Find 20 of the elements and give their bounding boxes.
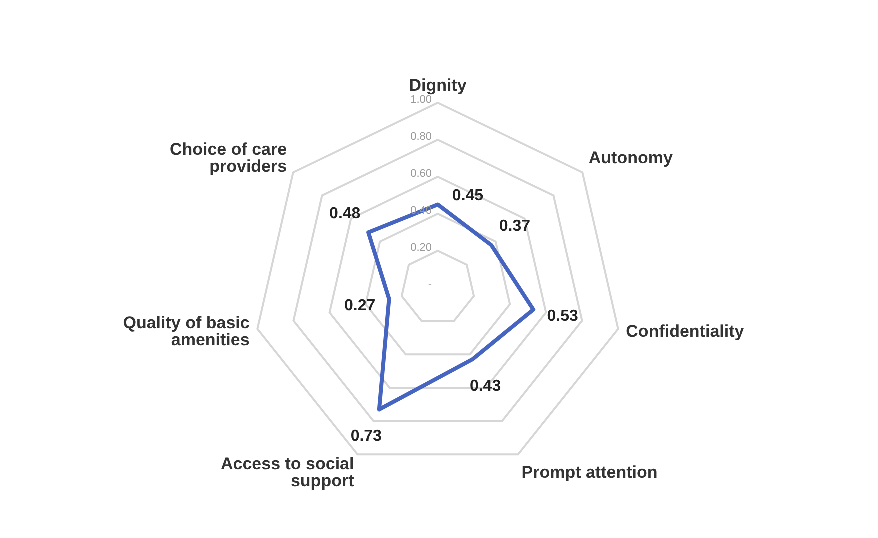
spoke-label: Autonomy [588, 148, 674, 168]
data-label: 0.73 [350, 428, 382, 446]
y-tick-label: 0.40 [410, 205, 432, 217]
y-tick-label: 0.20 [410, 242, 432, 254]
spoke-label: Choice of care providers [170, 140, 288, 176]
data-label: 0.53 [547, 308, 579, 325]
spoke-label: Confidentiality [626, 322, 745, 341]
data-label: 0.45 [452, 187, 484, 204]
y-tick-label: 1.00 [410, 94, 432, 106]
spoke-label: Quality of basic amenities [123, 313, 250, 350]
data-label: 0.43 [470, 378, 502, 396]
spoke-label: Prompt attention [522, 462, 658, 482]
y-tick-label: 0.60 [410, 168, 432, 180]
spoke-label: Access to social support [221, 454, 355, 490]
data-label: 0.37 [499, 218, 531, 236]
y-tick-label: 0.80 [410, 131, 432, 143]
data-label: 0.27 [344, 297, 376, 314]
data-label: 0.48 [330, 205, 361, 222]
spoke-label: Dignity [409, 76, 468, 96]
y-tick-label: - [428, 279, 432, 291]
